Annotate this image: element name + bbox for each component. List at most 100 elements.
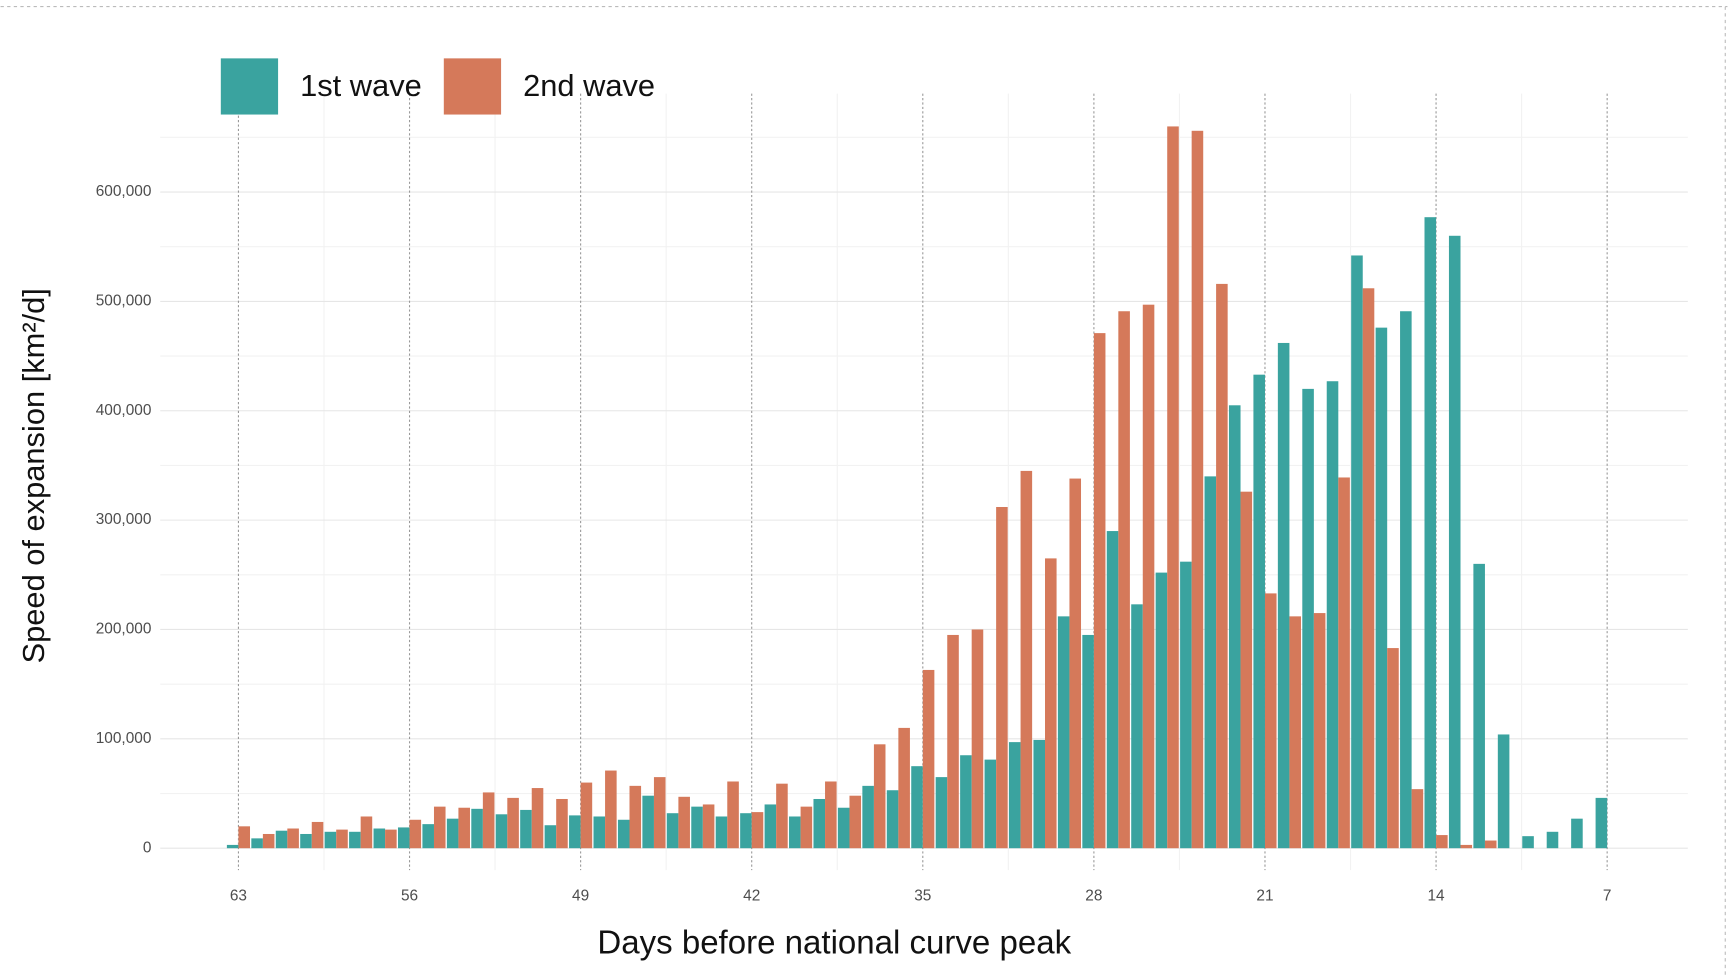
y-tick-label: 200,000 — [96, 621, 152, 638]
x-tick-label: 14 — [1427, 888, 1445, 905]
bar — [1069, 478, 1082, 849]
bar — [1460, 844, 1473, 849]
y-tick-label: 400,000 — [96, 402, 152, 419]
bar — [971, 629, 984, 849]
bar — [556, 798, 568, 849]
bar — [446, 818, 459, 849]
bar — [715, 816, 728, 849]
bar — [1375, 327, 1388, 849]
bar — [1277, 342, 1290, 849]
bar — [1155, 572, 1168, 849]
bar — [1289, 616, 1301, 849]
bar — [1302, 388, 1314, 849]
bar — [1448, 235, 1461, 849]
bar — [1387, 648, 1399, 849]
bar — [678, 796, 690, 849]
bar — [1253, 374, 1265, 849]
bar — [324, 831, 337, 849]
bar — [1264, 593, 1277, 849]
bar — [862, 785, 874, 849]
bar — [740, 813, 752, 849]
bar — [1082, 634, 1094, 849]
bar — [789, 816, 801, 849]
bar — [1118, 311, 1130, 849]
y-tick-label: 0 — [143, 839, 152, 856]
bar — [1093, 333, 1106, 849]
bar — [984, 759, 997, 849]
x-tick-label: 56 — [401, 888, 418, 905]
bar — [300, 833, 312, 849]
x-tick-label: 49 — [572, 888, 589, 905]
bar — [1546, 831, 1559, 849]
bar — [1216, 283, 1228, 849]
bar — [531, 788, 544, 849]
bar — [1411, 789, 1424, 849]
bar — [1240, 491, 1253, 849]
bar — [262, 833, 275, 849]
bar — [1351, 255, 1363, 849]
bar — [458, 807, 470, 849]
bar — [886, 790, 899, 849]
bar — [495, 814, 508, 849]
bar — [1033, 739, 1046, 849]
bar — [727, 781, 739, 849]
bar — [1131, 604, 1143, 849]
y-tick-label: 300,000 — [96, 511, 152, 528]
bar — [691, 806, 703, 849]
legend-label: 1st wave — [300, 68, 422, 103]
bar — [1191, 130, 1204, 849]
bar — [898, 727, 910, 849]
bar — [336, 829, 348, 849]
bar — [825, 781, 837, 849]
bar — [935, 777, 948, 849]
bar — [433, 806, 446, 849]
bar — [311, 821, 324, 849]
bar — [1424, 217, 1437, 849]
bar — [996, 506, 1008, 849]
bar — [1595, 797, 1608, 849]
x-tick-label: 21 — [1256, 888, 1273, 905]
bar — [947, 634, 959, 849]
bar — [653, 777, 666, 849]
bar — [1057, 616, 1070, 849]
bar — [605, 770, 617, 849]
bar — [520, 809, 532, 849]
bar — [1522, 836, 1534, 849]
bar — [1009, 742, 1021, 849]
x-axis-title: Days before national curve peak — [597, 925, 1071, 962]
bar — [1497, 734, 1510, 849]
bar — [764, 804, 777, 849]
bar — [385, 829, 397, 849]
bar — [569, 815, 581, 849]
x-tick-label: 28 — [1085, 888, 1102, 905]
x-tick-label: 42 — [743, 888, 760, 905]
bar — [1362, 288, 1375, 849]
bar — [1400, 311, 1412, 849]
bar — [238, 826, 251, 849]
bar — [251, 838, 263, 849]
bar — [360, 816, 373, 849]
bar — [1326, 381, 1339, 849]
x-tick-label: 7 — [1603, 888, 1612, 905]
bar — [1020, 470, 1033, 849]
bar — [482, 792, 495, 849]
bar — [873, 744, 886, 849]
bar — [397, 827, 410, 849]
bar — [580, 782, 593, 849]
y-axis-title: Speed of expansion [km²/d] — [16, 288, 51, 663]
bar — [666, 813, 679, 849]
bar — [617, 819, 630, 849]
bar — [1142, 304, 1155, 849]
bar — [287, 828, 299, 849]
bar — [1167, 126, 1179, 849]
bar — [275, 830, 288, 849]
bar — [1228, 405, 1241, 849]
bar — [1338, 477, 1350, 849]
x-tick-label: 35 — [914, 888, 931, 905]
bar — [751, 812, 764, 849]
bar — [1571, 818, 1583, 849]
bar — [349, 831, 361, 849]
legend-swatch — [220, 58, 279, 115]
